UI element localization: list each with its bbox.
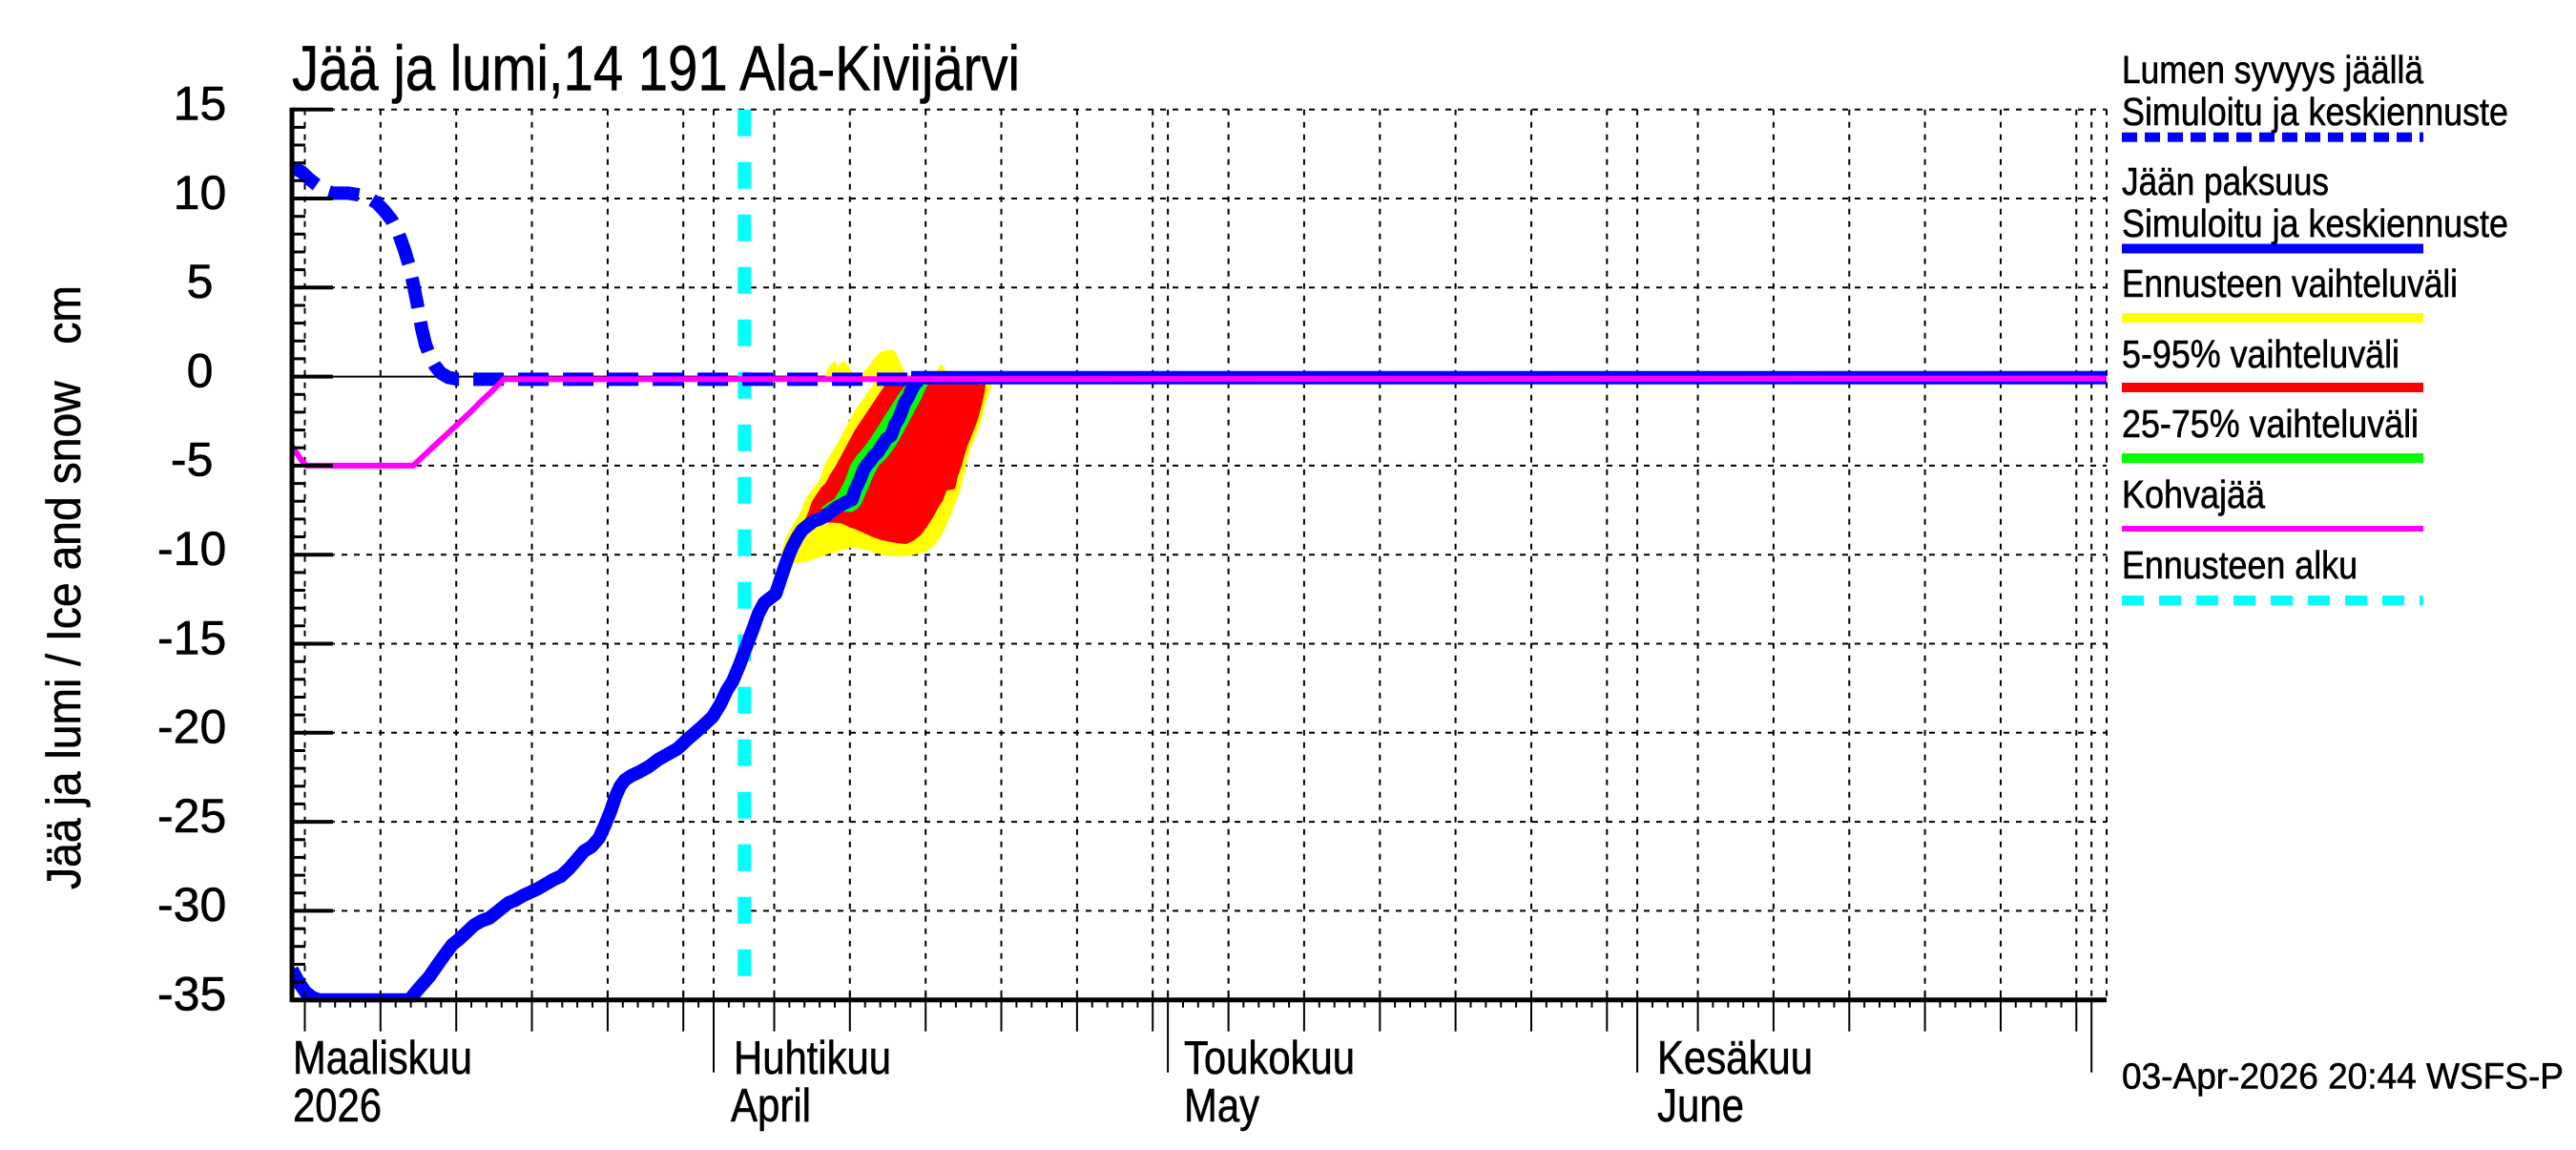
svg-text:June: June	[1657, 1080, 1744, 1132]
svg-text:Jää ja lumi / Ice and snow c: Jää ja lumi / Ice and snow cm	[37, 285, 91, 889]
svg-text:Huhtikuu: Huhtikuu	[734, 1033, 891, 1084]
svg-text:April: April	[731, 1080, 811, 1132]
svg-text:May: May	[1184, 1080, 1259, 1132]
svg-text:03-Apr-2026 20:44 WSFS-P: 03-Apr-2026 20:44 WSFS-P	[2122, 1057, 2564, 1098]
svg-text:-25: -25	[157, 789, 226, 843]
svg-text:5: 5	[187, 255, 214, 308]
svg-text:Lumen syvyys jäällä: Lumen syvyys jäällä	[2122, 48, 2423, 92]
svg-text:Ennusteen vaihteluväli: Ennusteen vaihteluväli	[2122, 261, 2458, 305]
svg-text:Maaliskuu: Maaliskuu	[293, 1033, 472, 1084]
svg-text:Kohvajää: Kohvajää	[2122, 472, 2265, 516]
svg-text:15: 15	[174, 77, 227, 131]
svg-text:Toukokuu: Toukokuu	[1184, 1033, 1355, 1084]
svg-text:-15: -15	[157, 611, 226, 664]
svg-text:Simuloitu ja keskiennuste: Simuloitu ja keskiennuste	[2122, 201, 2508, 245]
svg-text:2026: 2026	[293, 1080, 382, 1132]
svg-text:Simuloitu ja keskiennuste: Simuloitu ja keskiennuste	[2122, 90, 2508, 134]
svg-text:-5: -5	[171, 433, 213, 487]
svg-text:Jää ja lumi,14 191 Ala-Kivijär: Jää ja lumi,14 191 Ala-Kivijärvi	[292, 33, 1020, 105]
svg-text:Kesäkuu: Kesäkuu	[1657, 1033, 1813, 1084]
svg-text:-35: -35	[157, 968, 226, 1021]
svg-text:Jään paksuus: Jään paksuus	[2122, 159, 2329, 203]
svg-text:5-95% vaihteluväli: 5-95% vaihteluväli	[2122, 332, 2399, 376]
svg-text:Ennusteen alku: Ennusteen alku	[2122, 543, 2358, 587]
svg-text:-10: -10	[157, 522, 226, 575]
svg-text:25-75% vaihteluväli: 25-75% vaihteluväli	[2122, 402, 2419, 446]
svg-text:-30: -30	[157, 878, 226, 931]
svg-text:10: 10	[174, 166, 227, 220]
svg-text:-20: -20	[157, 700, 226, 754]
svg-text:0: 0	[187, 344, 214, 397]
